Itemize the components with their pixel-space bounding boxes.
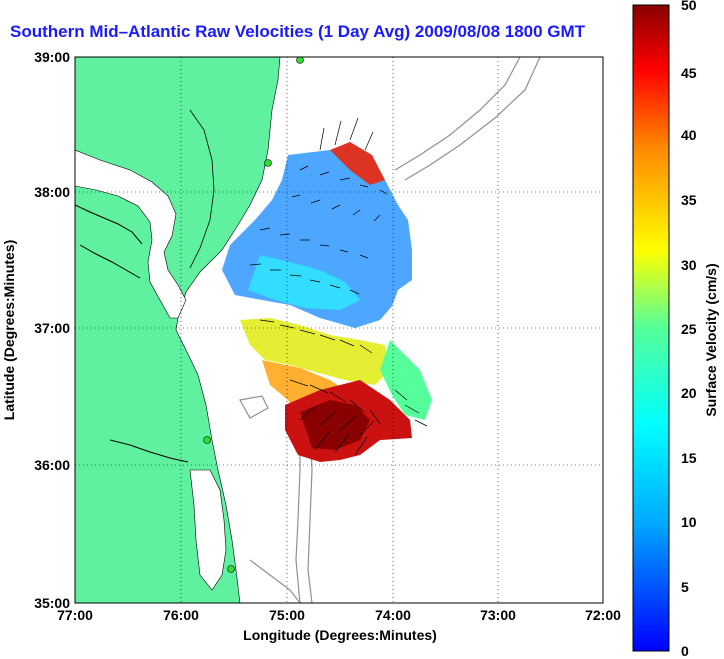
y-tick-label: 38:00 [34, 184, 70, 200]
colorbar-tick-label: 0 [681, 643, 689, 659]
y-tick-label: 39:00 [34, 49, 70, 65]
albemarle-sound [109, 439, 189, 463]
colorbar-tick-label: 40 [681, 127, 697, 143]
colorbar-tick-label: 30 [681, 257, 697, 273]
x-tick-label: 76:00 [163, 607, 199, 623]
x-tick-label: 77:00 [57, 607, 93, 623]
station-marker [203, 436, 211, 444]
colorbar-tick-label: 25 [681, 321, 697, 337]
x-tick-label: 72:00 [585, 607, 621, 623]
colorbar-ticks: 50 45 40 35 30 25 20 15 10 5 0 [681, 0, 697, 659]
velocity-field-north-red [330, 142, 385, 185]
x-axis-label: Longitude (Degrees:Minutes) [243, 627, 437, 643]
colorbar-tick-label: 35 [681, 192, 697, 208]
velocity-field-nearshore [380, 340, 432, 420]
radar-stations [203, 57, 304, 573]
colorbar [632, 4, 670, 652]
y-axis-ticks: 39:00 38:00 37:00 36:00 35:00 [34, 49, 70, 611]
grid-lines [75, 57, 603, 603]
x-axis-ticks: 77:00 76:00 75:00 74:00 73:00 72:00 [57, 607, 621, 623]
chesapeake-bay [75, 149, 187, 319]
x-tick-label: 75:00 [269, 607, 305, 623]
velocity-vectors [249, 117, 428, 456]
velocity-field-yellow [240, 318, 390, 385]
y-tick-label: 36:00 [34, 457, 70, 473]
colorbar-label: Surface Velocity (cm/s) [703, 263, 719, 416]
station-marker [296, 57, 304, 64]
y-tick-label: 35:00 [34, 595, 70, 611]
velocity-field-darkred [300, 400, 370, 450]
colorbar-tick-label: 45 [681, 65, 697, 81]
velocity-field [222, 142, 432, 462]
colorbar-tick-label: 15 [681, 450, 697, 466]
plot-frame [74, 56, 604, 604]
y-axis-label: Latitude (Degrees:Minutes) [1, 240, 17, 420]
map-title: Southern Mid–Atlantic Raw Velocities (1 … [10, 22, 586, 41]
colorbar-tick-label: 20 [681, 385, 697, 401]
colorbar-tick-label: 10 [681, 514, 697, 530]
y-tick-label: 37:00 [34, 320, 70, 336]
potomac-river [75, 204, 143, 245]
colorbar-tick-label: 5 [681, 579, 689, 595]
station-marker [227, 565, 235, 573]
x-tick-label: 73:00 [480, 607, 516, 623]
colorbar-tick-label: 50 [681, 0, 697, 13]
station-marker [264, 159, 272, 167]
rappahannock-river [79, 244, 141, 279]
pamlico-sound [189, 469, 227, 591]
delmarva-shore [189, 109, 215, 269]
velocity-field-cyan [248, 255, 360, 310]
x-tick-label: 74:00 [375, 607, 411, 623]
